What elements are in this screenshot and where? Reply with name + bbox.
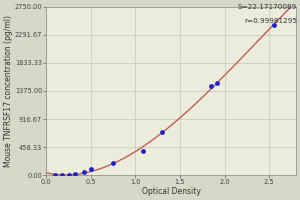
Y-axis label: Mouse TNFRSF17 concentration (pg/ml): Mouse TNFRSF17 concentration (pg/ml)	[4, 15, 13, 167]
Point	[140, 149, 145, 152]
Text: S=22.17170089: S=22.17170089	[238, 4, 297, 10]
Point	[73, 172, 77, 176]
Point	[215, 82, 220, 85]
Point	[60, 174, 65, 177]
Point	[160, 131, 165, 134]
Point	[66, 174, 71, 177]
Point	[81, 171, 86, 174]
Point	[53, 174, 58, 177]
Point	[111, 161, 116, 165]
Point	[271, 23, 276, 27]
Point	[209, 85, 214, 88]
X-axis label: Optical Density: Optical Density	[142, 187, 200, 196]
Text: r=0.99981295: r=0.99981295	[244, 18, 297, 24]
Point	[88, 168, 93, 171]
